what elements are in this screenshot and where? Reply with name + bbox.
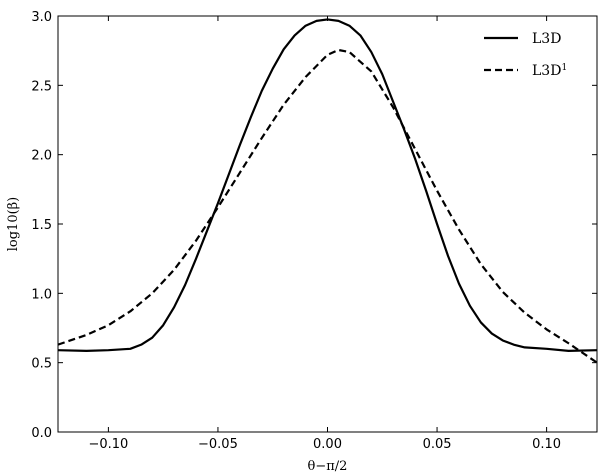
legend-label-l3d1-text: L3D [532, 63, 561, 79]
y-tick-label: 0.0 [31, 426, 52, 441]
y-tick-label: 1.0 [31, 287, 52, 302]
x-tick-label: −0.05 [198, 437, 238, 452]
legend-label-l3d: L3D [532, 31, 561, 47]
legend: L3D L3D1 [484, 31, 567, 79]
x-tick-label: 0.00 [313, 437, 342, 452]
x-axis-label: θ−π/2 [308, 459, 348, 474]
legend-label-l3d-text: L3D [532, 31, 561, 47]
y-tick-label: 2.5 [31, 79, 52, 94]
legend-label-l3d1-sup: 1 [561, 63, 567, 73]
y-tick-label: 3.0 [31, 10, 52, 25]
x-tick-label: −0.10 [88, 437, 128, 452]
legend-label-l3d1: L3D1 [532, 63, 567, 79]
x-axis-ticks: −0.10 −0.05 0.00 0.05 0.10 [88, 16, 561, 452]
y-axis-label: log10(β) [6, 197, 21, 252]
x-tick-label: 0.10 [532, 437, 561, 452]
x-tick-label: 0.05 [423, 437, 452, 452]
y-axis-ticks: 0.0 0.5 1.0 1.5 2.0 2.5 3.0 [31, 10, 597, 441]
y-tick-label: 2.0 [31, 149, 52, 164]
y-tick-label: 1.5 [31, 218, 52, 233]
series-line-l3d1 [57, 48, 598, 364]
y-tick-label: 0.5 [31, 357, 52, 372]
